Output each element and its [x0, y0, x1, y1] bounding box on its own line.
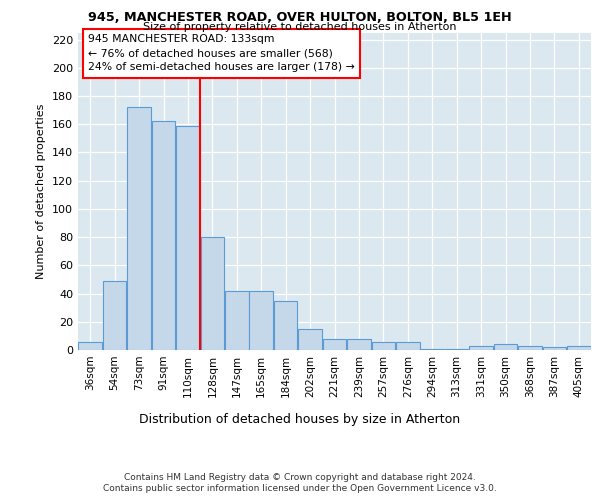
- Bar: [250, 290, 273, 350]
- Bar: [371, 342, 395, 350]
- Bar: [298, 329, 322, 350]
- Bar: [103, 281, 127, 350]
- Bar: [225, 290, 248, 350]
- Bar: [421, 348, 444, 350]
- Text: Contains public sector information licensed under the Open Government Licence v3: Contains public sector information licen…: [103, 484, 497, 493]
- Bar: [494, 344, 517, 350]
- Bar: [445, 348, 469, 350]
- Text: 945, MANCHESTER ROAD, OVER HULTON, BOLTON, BL5 1EH: 945, MANCHESTER ROAD, OVER HULTON, BOLTO…: [88, 11, 512, 24]
- Bar: [274, 300, 298, 350]
- Bar: [152, 122, 175, 350]
- Y-axis label: Number of detached properties: Number of detached properties: [37, 104, 46, 279]
- Bar: [176, 126, 200, 350]
- Bar: [542, 347, 566, 350]
- Text: Size of property relative to detached houses in Atherton: Size of property relative to detached ho…: [143, 22, 457, 32]
- Text: Contains HM Land Registry data © Crown copyright and database right 2024.: Contains HM Land Registry data © Crown c…: [124, 472, 476, 482]
- Bar: [567, 346, 590, 350]
- Text: 945 MANCHESTER ROAD: 133sqm
← 76% of detached houses are smaller (568)
24% of se: 945 MANCHESTER ROAD: 133sqm ← 76% of det…: [88, 34, 355, 72]
- Bar: [518, 346, 542, 350]
- Bar: [200, 237, 224, 350]
- Bar: [347, 338, 371, 350]
- Bar: [469, 346, 493, 350]
- Bar: [396, 342, 419, 350]
- Bar: [323, 338, 346, 350]
- Text: Distribution of detached houses by size in Atherton: Distribution of detached houses by size …: [139, 412, 461, 426]
- Bar: [79, 342, 102, 350]
- Bar: [127, 108, 151, 350]
